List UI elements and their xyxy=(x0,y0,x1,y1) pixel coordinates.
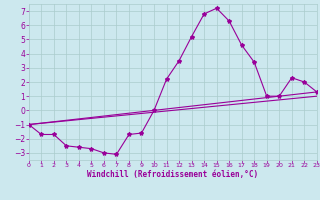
X-axis label: Windchill (Refroidissement éolien,°C): Windchill (Refroidissement éolien,°C) xyxy=(87,170,258,179)
